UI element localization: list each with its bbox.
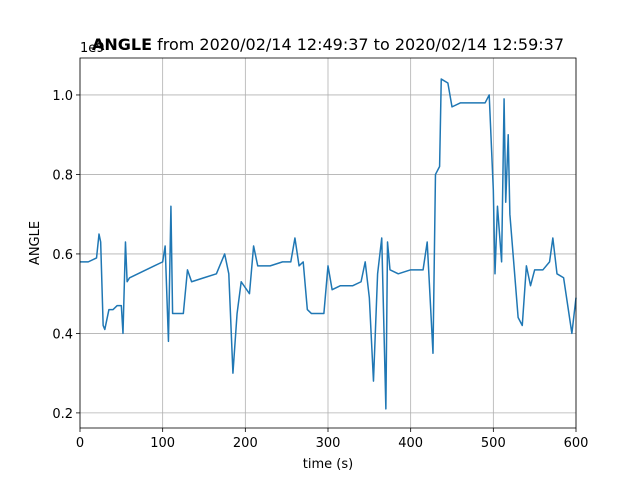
title-rest: from 2020/02/14 12:49:37 to 2020/02/14 1… xyxy=(157,35,564,54)
x-tick-label: 300 xyxy=(316,436,341,451)
y-axis-label: ANGLE xyxy=(28,221,43,265)
title-bold: ANGLE xyxy=(92,35,152,54)
y-tick-label: 0.4 xyxy=(52,327,73,342)
x-tick-label: 400 xyxy=(398,436,423,451)
x-tick-label: 600 xyxy=(564,436,589,451)
x-axis-label: time (s) xyxy=(303,457,353,472)
x-tick-label: 500 xyxy=(481,436,506,451)
y-tick-label: 0.8 xyxy=(52,168,73,183)
plot-frame xyxy=(79,57,577,429)
x-tick-label: 100 xyxy=(150,436,175,451)
x-tick-label: 0 xyxy=(76,436,84,451)
y-tick-label: 1.0 xyxy=(52,89,73,104)
offset-label: 1e9 xyxy=(80,41,105,56)
chart-title: ANGLE from 2020/02/14 12:49:37 to 2020/0… xyxy=(92,35,564,54)
data-line xyxy=(80,78,577,410)
y-tick-label: 0.6 xyxy=(52,248,73,263)
x-tick-label: 200 xyxy=(233,436,258,451)
y-tick-label: 0.2 xyxy=(52,407,73,422)
